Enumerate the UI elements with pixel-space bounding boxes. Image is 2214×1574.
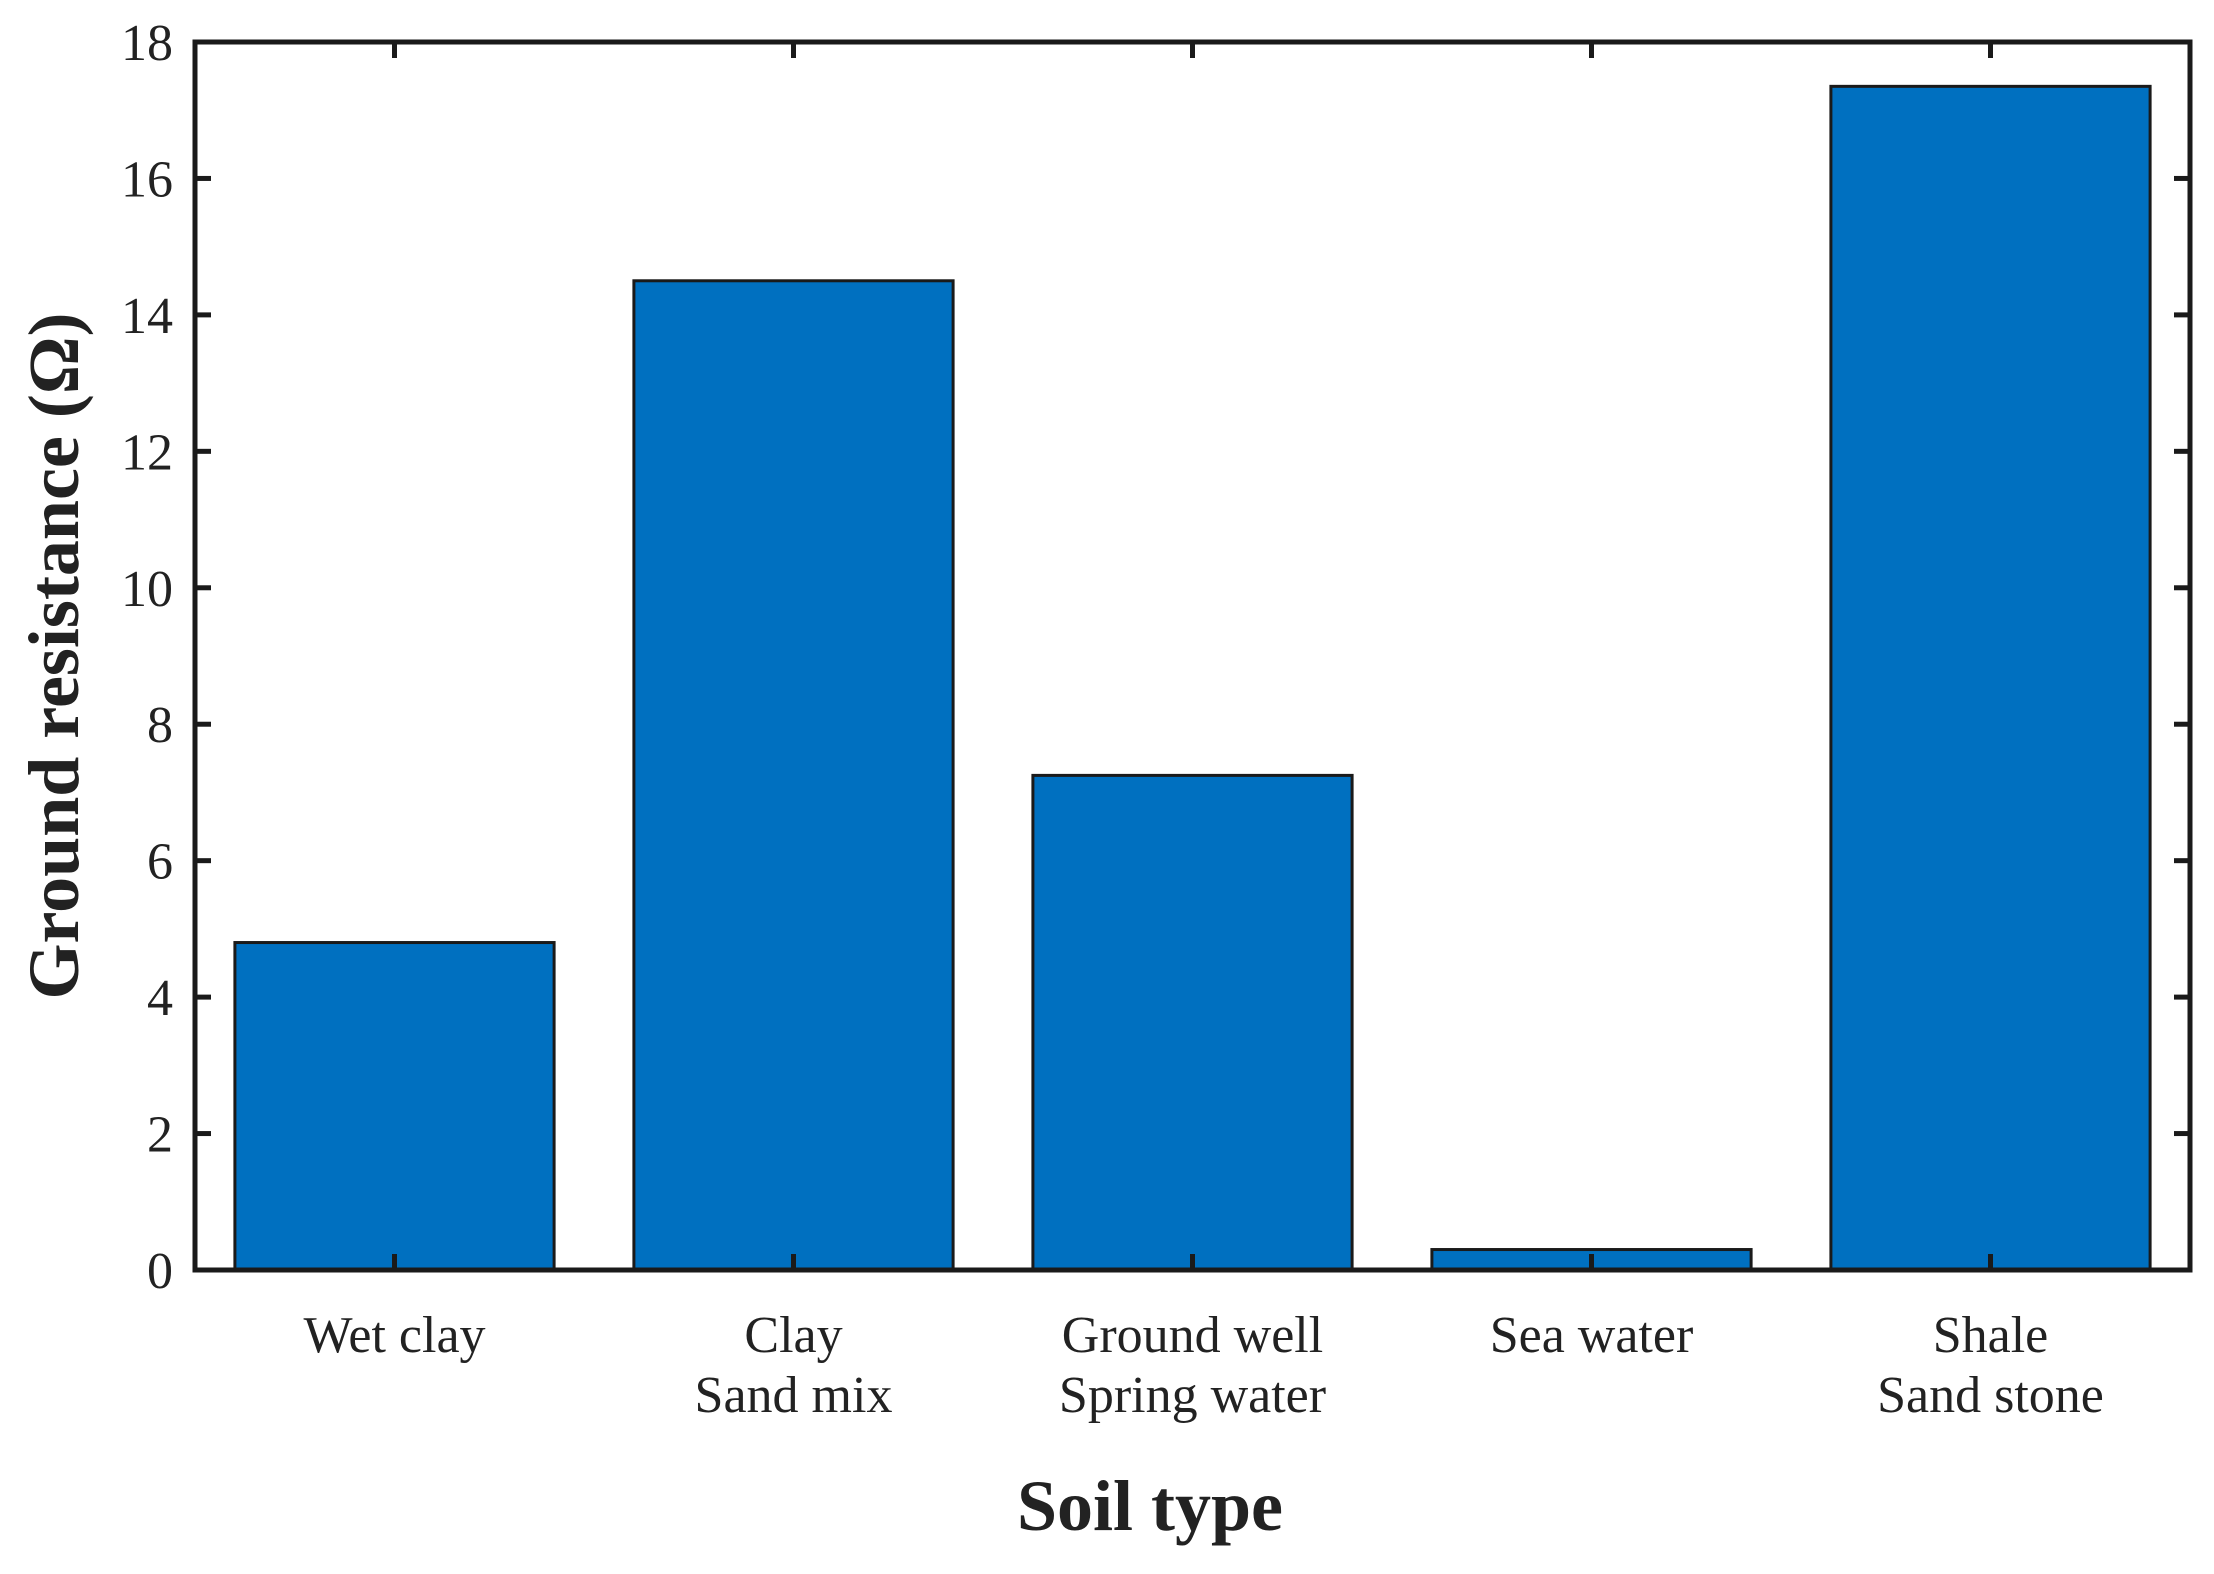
x-tick-label-4-1: Sand stone (1877, 1367, 2104, 1424)
y-tick-label-2: 4 (147, 970, 173, 1027)
bar-0 (233, 941, 556, 1272)
y-tick-label-4: 8 (147, 697, 173, 754)
y-axis-tick-labels: 0 2 4 6 8 10 12 14 16 18 (121, 15, 173, 1300)
y-tick-label-0: 0 (147, 1243, 173, 1300)
y-tick-label-6: 12 (121, 424, 173, 481)
y-tick-label-5: 10 (121, 561, 173, 618)
y-tick-label-9: 18 (121, 15, 173, 72)
bars-group (233, 84, 2152, 1272)
y-axis-title: Ground resistance (Ω) (14, 313, 94, 1000)
x-tick-label-4-0: Shale (1933, 1307, 2049, 1364)
x-tick-label-2-1: Spring water (1059, 1367, 1326, 1424)
y-tick-label-1: 2 (147, 1107, 173, 1164)
x-tick-label-1-0: Clay (744, 1307, 842, 1364)
y-tick-label-8: 16 (121, 151, 173, 208)
x-tick-label-3-0: Sea water (1490, 1307, 1694, 1364)
y-tick-label-7: 14 (121, 288, 173, 345)
y-tick-label-3: 6 (147, 834, 173, 891)
x-axis-ticks (392, 42, 1993, 1270)
plot-area-frame (192, 39, 2193, 1273)
bar-2 (1031, 773, 1354, 1272)
x-tick-label-1-1: Sand mix (695, 1367, 893, 1424)
bar-4 (1829, 84, 2152, 1272)
x-tick-label-2-0: Ground well (1062, 1307, 1323, 1364)
x-axis-title: Soil type (1017, 1466, 1283, 1546)
bar-1 (632, 279, 955, 1272)
x-tick-label-0-0: Wet clay (303, 1307, 485, 1364)
